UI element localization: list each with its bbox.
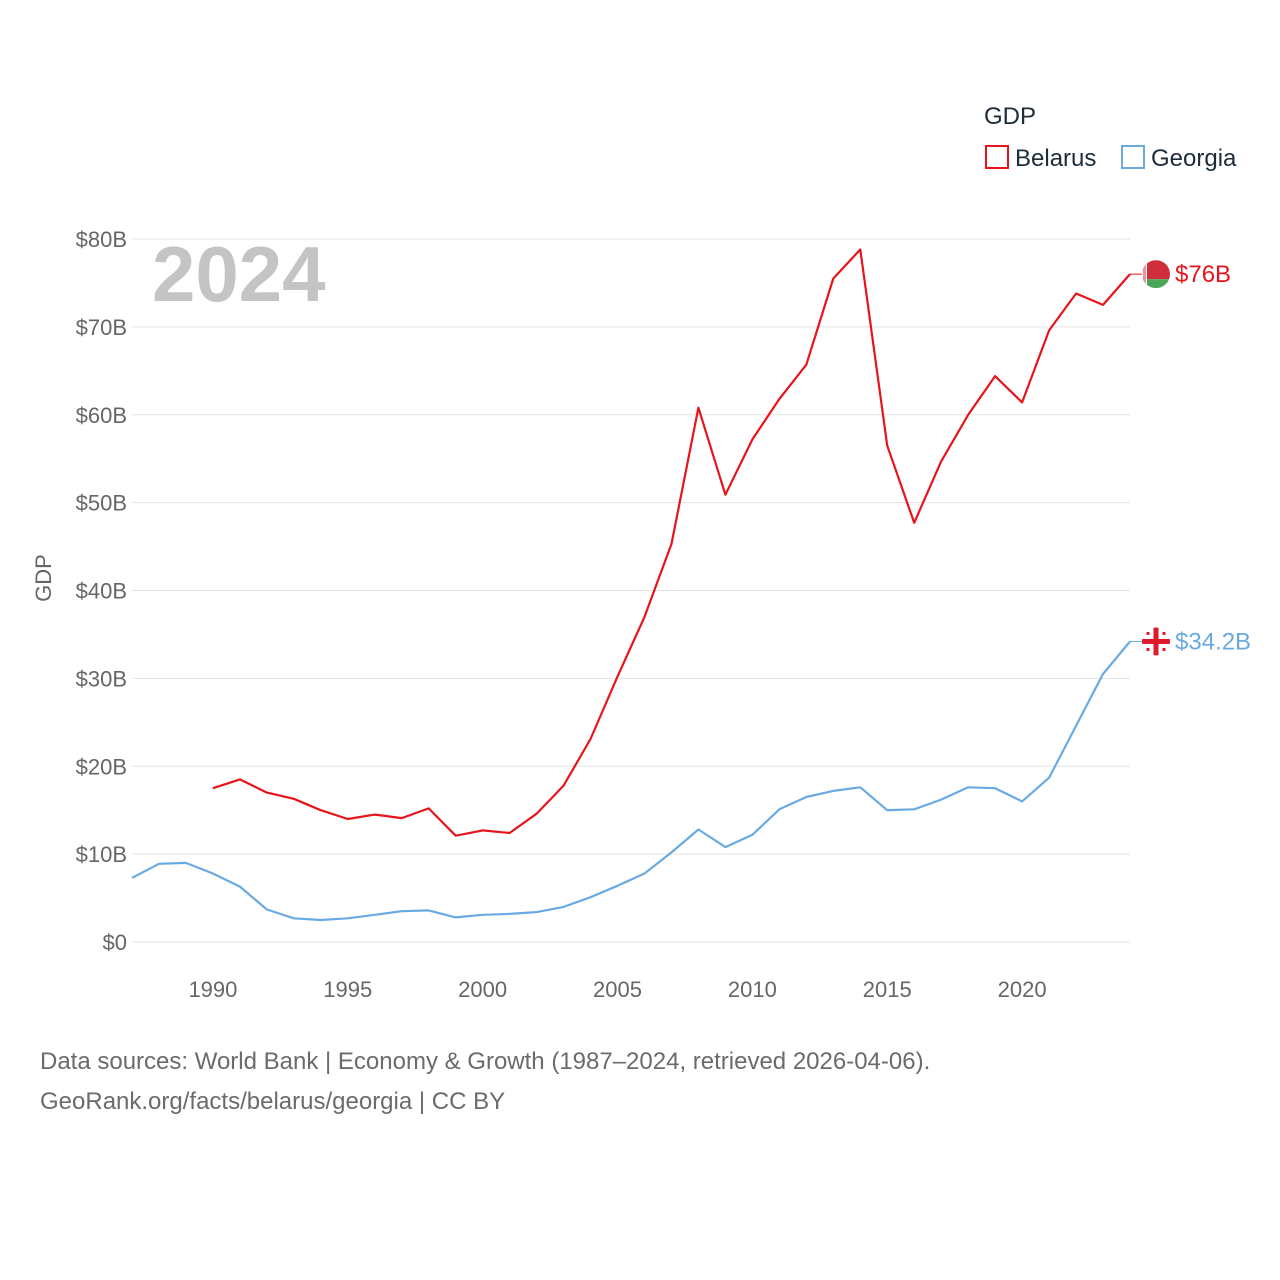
x-tick-label: 2005 bbox=[593, 977, 642, 1002]
y-tick-label: $40B bbox=[76, 579, 127, 604]
x-tick-label: 2015 bbox=[863, 977, 912, 1002]
legend-swatch-georgia bbox=[1121, 145, 1145, 169]
legend-swatch-belarus bbox=[985, 145, 1009, 169]
footer: Data sources: World Bank | Economy & Gro… bbox=[40, 1042, 930, 1122]
x-tick-label: 1990 bbox=[188, 977, 237, 1002]
legend-title: GDP bbox=[984, 103, 1036, 130]
y-tick-label: $20B bbox=[76, 754, 127, 779]
legend-label-georgia: Georgia bbox=[1151, 145, 1237, 172]
footer-sources: Data sources: World Bank | Economy & Gro… bbox=[40, 1048, 931, 1075]
x-tick-label: 2000 bbox=[458, 977, 507, 1002]
y-tick-label: $0 bbox=[103, 930, 127, 955]
y-tick-label: $10B bbox=[76, 842, 127, 867]
y-tick-label: $60B bbox=[76, 403, 127, 428]
y-tick-label: $50B bbox=[76, 491, 127, 516]
end-value-label-georgia: $34.2B bbox=[1175, 628, 1251, 655]
x-tick-label: 2020 bbox=[998, 977, 1047, 1002]
end-value-label-belarus: $76B bbox=[1175, 261, 1231, 288]
footer-attribution: GeoRank.org/facts/belarus/georgia | CC B… bbox=[40, 1088, 506, 1115]
y-tick-label: $80B bbox=[76, 227, 127, 252]
x-tick-label: 1995 bbox=[323, 977, 372, 1002]
belarus-flag-icon bbox=[1142, 260, 1170, 289]
year-label: 2024 bbox=[152, 230, 326, 318]
x-axis-ticks: 1990 1995 2000 2005 2010 2015 2020 bbox=[188, 977, 1046, 1002]
georgia-flag-icon bbox=[1142, 627, 1170, 656]
legend-item-belarus[interactable]: Belarus bbox=[985, 145, 1096, 172]
x-tick-label: 2010 bbox=[728, 977, 777, 1002]
series-lines bbox=[131, 248, 1142, 922]
y-axis-ticks: $0 $10B $20B $30B $40B $50B $60B $70B $80B bbox=[76, 227, 127, 955]
y-tick-label: $70B bbox=[76, 315, 127, 340]
gridlines bbox=[132, 238, 1130, 943]
y-axis-title: GDP bbox=[31, 554, 56, 602]
gdp-line-chart: GDP Belarus Georgia GDP $0 $10B $20B $30B $4… bbox=[31, 103, 1251, 1002]
legend-item-georgia[interactable]: Georgia bbox=[1121, 145, 1237, 172]
series-line-belarus bbox=[212, 248, 1131, 837]
series-line-georgia bbox=[131, 640, 1131, 922]
legend-label-belarus: Belarus bbox=[1015, 145, 1096, 172]
y-tick-label: $30B bbox=[76, 666, 127, 691]
